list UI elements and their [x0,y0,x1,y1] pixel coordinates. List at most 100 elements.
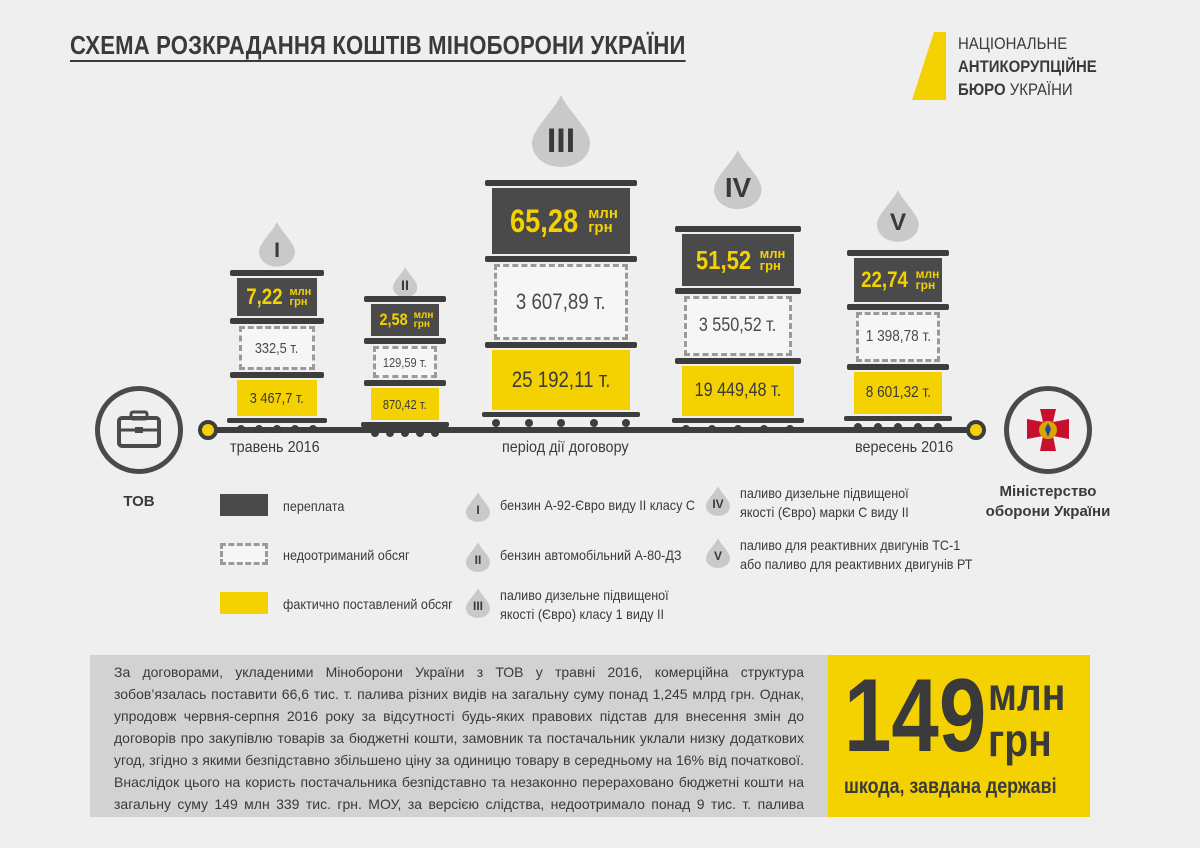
fuel-description: паливо дизельне підвищеної якості (Євро) … [500,586,669,624]
tank-wheel [894,423,902,431]
logo-line-2: АНТИКОРУПЦІЙНЕ [958,57,1097,76]
damage-caption: шкода, завдана державі [844,775,1057,798]
delivered-value: 25 192,11 т. [511,367,611,392]
overpay-unit: млн грн [915,266,940,292]
tank-numeral: II [401,278,409,295]
unit-uah: грн [413,319,430,330]
fuel-drop-icon: III [466,588,490,623]
tank-rim [675,358,801,364]
fuel-drop-icon: II [466,542,490,577]
overpay-unit: млн грн [289,286,312,308]
fuel-description-line: бензин А-92-Євро виду II класу С [500,497,696,513]
unit-uah: грн [588,219,613,236]
tank-rim [675,226,801,232]
undelivered-value: 332,5 т. [255,339,299,357]
tank-rim [485,342,637,348]
fuel-numeral: II [474,553,482,567]
tank-wheel [914,423,922,431]
ministry-label-line2: оборони України [985,503,1111,520]
tank-numeral: III [546,121,576,160]
tank-base [672,418,804,423]
timeline-start-dot [198,420,218,440]
undelivered-value: 129,59 т. [383,354,427,370]
undelivered-value: 1 398,78 т. [865,328,931,345]
nabu-logo-mark [912,32,948,105]
delivered-value: 8 601,32 т. [865,384,931,401]
tank-undelivered: 3 607,89 т. [494,264,628,340]
delivered-value: 3 467,7 т. [249,389,305,407]
fuel-numeral: V [713,549,722,563]
tank-wheel [854,423,862,431]
fuel-description-line: паливо дизельне підвищеної [500,587,669,603]
legend-overpay: переплата [283,498,345,514]
overpay-value: 65,28 [510,202,579,239]
tank-wheel [874,423,882,431]
unit-uah: грн [759,258,781,273]
tank-base [844,416,952,421]
legend-undelivered: недоотриманий обсяг [283,547,410,563]
fuel-drop-icon: III [532,95,590,167]
overpay-unit: млн грн [588,204,618,236]
logo-line-1: НАЦІОНАЛЬНЕ [958,34,1068,53]
fuel-description: паливо для реактивних двигунів ТС-1 або п… [740,536,972,574]
tank-overpay: 2,58 млн грн [371,304,439,336]
legend-swatch-delivered [220,592,268,614]
tank-wheel [786,425,794,433]
damage-total-panel: 149 млн грн шкода, завдана державі [828,655,1090,817]
tank-delivered: 870,42 т. [371,388,439,420]
unit-mln: млн [588,204,618,222]
tank-rim [485,180,637,186]
logo-rest-word: УКРАЇНИ [1005,80,1073,99]
description-text: За договорами, укладеними Міноборони Укр… [114,664,804,812]
legend-swatch-undelivered [220,543,268,565]
tank-wheel [622,419,630,427]
delivered-value: 870,42 т. [383,396,427,412]
tank-wheel [237,425,245,433]
tank-wheel [309,425,317,433]
unit-uah: грн [289,296,308,308]
briefcase-icon [117,410,161,448]
fuel-description: паливо дизельне підвищеної якості (Євро) … [740,484,909,522]
fuel-description: бензин автомобільний А-80-ДЗ [500,546,681,565]
undelivered-value: 3 550,52 т. [699,315,777,336]
overpay-value: 51,52 [695,244,751,275]
tank-wheel [431,429,439,437]
tank-base [227,418,327,423]
legend-delivered: фактично поставлений обсяг [283,596,453,612]
unit-mln: млн [915,266,940,281]
fuel-drop-icon: II [392,267,418,298]
fuel-drop-icon: V [706,538,730,573]
fuel-description: бензин А-92-Євро виду II класу С [500,496,695,515]
page-title: СХЕМА РОЗКРАДАННЯ КОШТІВ МІНОБОРОНИ УКРА… [70,30,686,60]
fuel-drop-icon: I [466,492,490,527]
tank-undelivered: 1 398,78 т. [856,312,940,362]
tank-delivered: 3 467,7 т. [237,380,317,416]
tank-wheel [371,429,379,437]
unit-mln: млн [413,309,434,321]
tank-wheel [416,429,424,437]
fuel-description-line: або паливо для реактивних двигунів РТ [740,556,973,572]
tank-undelivered: 129,59 т. [373,346,437,378]
tank-base [361,422,449,427]
unit-mln: млн [759,245,786,261]
tank-overpay: 7,22 млн грн [237,278,317,316]
tank-rim [675,288,801,294]
overpay-value: 2,58 [379,310,408,329]
tank-wheel [524,419,533,427]
tank-rim [364,380,446,386]
tank-delivered: 19 449,48 т. [682,366,794,416]
tank-wheel [708,425,716,433]
tank-base [482,412,640,417]
fuel-drop-icon: I [259,222,295,267]
ministry-circle [1004,386,1092,474]
tank-rim [847,250,949,256]
tank-rim [230,372,324,378]
description-panel: За договорами, укладеними Міноборони Укр… [90,655,828,817]
overpay-value: 7,22 [245,284,283,309]
fuel-numeral: IV [712,497,724,511]
tank-rim [230,318,324,324]
fuel-numeral: III [472,599,483,613]
tank-wheel [401,429,409,437]
tank-wheel [273,425,281,433]
tank-wheel [557,419,565,427]
